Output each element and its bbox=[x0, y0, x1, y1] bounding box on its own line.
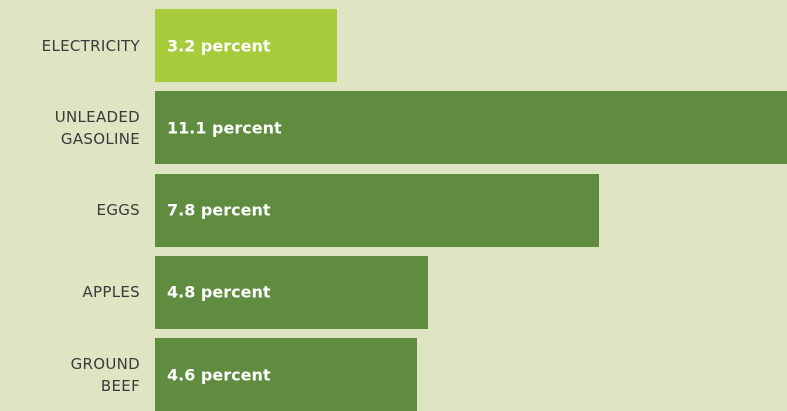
category-label: EGGS bbox=[96, 201, 140, 220]
bar: 11.1 percent bbox=[155, 91, 787, 165]
value-label: 11.1 percent bbox=[167, 118, 282, 138]
category-label: GROUND BEEF bbox=[70, 354, 140, 395]
value-label: 4.8 percent bbox=[167, 282, 271, 302]
bar-row: EGGS 7.8 percent bbox=[0, 173, 787, 247]
bar-row: APPLES 4.8 percent bbox=[0, 255, 787, 329]
bar-row: GROUND BEEF 4.6 percent bbox=[0, 338, 787, 411]
category-label: UNLEADED GASOLINE bbox=[54, 107, 140, 148]
bar: 7.8 percent bbox=[155, 173, 600, 247]
bar-row: ELECTRICITY 3.2 percent bbox=[0, 9, 787, 82]
value-label: 4.6 percent bbox=[167, 365, 271, 385]
category-label: ELECTRICITY bbox=[41, 36, 140, 55]
category-label: APPLES bbox=[82, 283, 140, 302]
value-label: 7.8 percent bbox=[167, 200, 271, 220]
bar: 4.8 percent bbox=[155, 255, 429, 329]
bar: 3.2 percent bbox=[155, 9, 338, 82]
value-label: 3.2 percent bbox=[167, 36, 271, 55]
bar: 4.6 percent bbox=[155, 338, 417, 411]
bar-row: UNLEADED GASOLINE 11.1 percent bbox=[0, 91, 787, 165]
